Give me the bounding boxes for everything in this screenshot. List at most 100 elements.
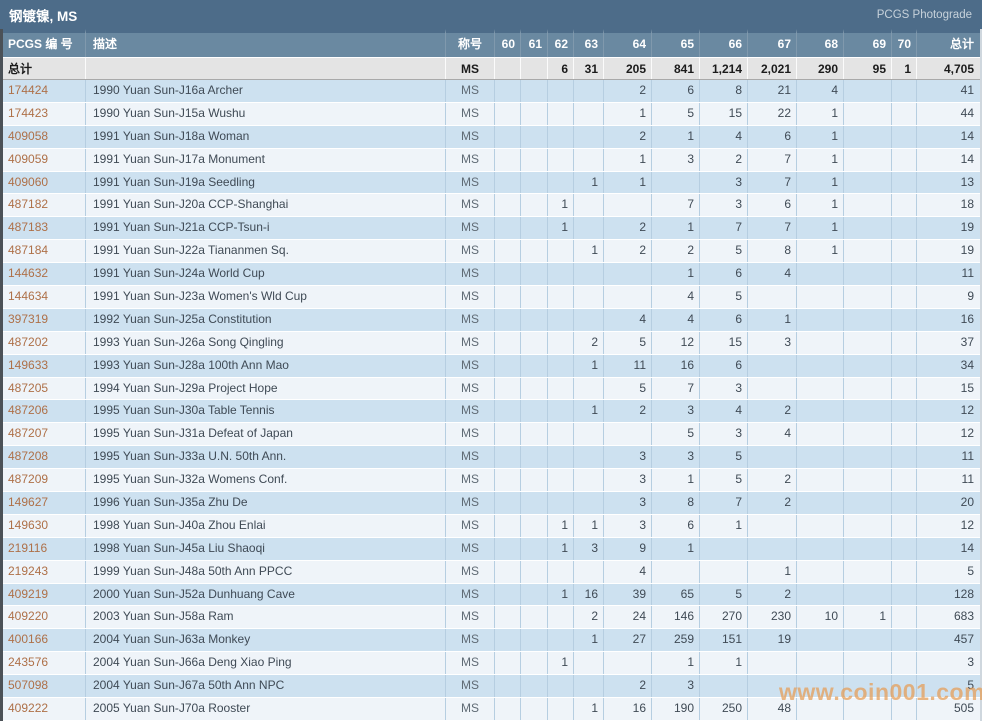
totals-desc-spacer xyxy=(85,57,445,79)
pop-total: 18 xyxy=(916,194,982,217)
pop-68 xyxy=(796,560,843,583)
pop-70 xyxy=(891,148,916,171)
pop-64: 27 xyxy=(603,629,651,652)
pcgs-number-link[interactable]: 409060 xyxy=(0,171,85,194)
coin-description: 2000 Yuan Sun-J52a Dunhuang Cave xyxy=(85,583,445,606)
pop-61 xyxy=(520,514,547,537)
pcgs-number-link[interactable]: 487205 xyxy=(0,377,85,400)
pop-69 xyxy=(843,263,891,286)
pop-68: 1 xyxy=(796,148,843,171)
totals-label: 总计 xyxy=(0,57,85,79)
pcgs-number-link[interactable]: 487182 xyxy=(0,194,85,217)
pop-61 xyxy=(520,80,547,102)
pcgs-number-link[interactable]: 174424 xyxy=(0,80,85,102)
pop-total: 14 xyxy=(916,148,982,171)
pop-total: 128 xyxy=(916,583,982,606)
pop-66: 8 xyxy=(699,80,747,102)
table-row: 144632 1991 Yuan Sun-J24a World Cup MS 1… xyxy=(0,263,982,287)
pop-67: 7 xyxy=(747,217,796,240)
pop-63: 3 xyxy=(573,537,603,560)
pop-60 xyxy=(494,446,520,469)
pop-70 xyxy=(891,354,916,377)
designation-value: MS xyxy=(445,560,494,583)
pop-69 xyxy=(843,308,891,331)
pop-61 xyxy=(520,492,547,514)
pop-68 xyxy=(796,446,843,469)
coin-description: 1995 Yuan Sun-J33a U.N. 50th Ann. xyxy=(85,446,445,469)
pop-63 xyxy=(573,560,603,583)
pcgs-number-link[interactable]: 409220 xyxy=(0,606,85,629)
totals-67: 2,021 xyxy=(747,57,796,79)
pcgs-number-link[interactable]: 487209 xyxy=(0,469,85,492)
col-header-69: 69 xyxy=(843,29,891,57)
pcgs-number-link[interactable]: 409058 xyxy=(0,125,85,148)
pop-66: 6 xyxy=(699,354,747,377)
coin-description: 1992 Yuan Sun-J25a Constitution xyxy=(85,308,445,331)
pcgs-number-link[interactable]: 400166 xyxy=(0,629,85,652)
pcgs-number-link[interactable]: 487183 xyxy=(0,217,85,240)
pop-61 xyxy=(520,446,547,469)
pop-66: 3 xyxy=(699,377,747,400)
pcgs-number-link[interactable]: 487206 xyxy=(0,400,85,423)
pcgs-number-link[interactable]: 219243 xyxy=(0,560,85,583)
pop-62 xyxy=(547,148,573,171)
pcgs-number-link[interactable]: 149630 xyxy=(0,514,85,537)
pop-67: 19 xyxy=(747,629,796,652)
pcgs-number-link[interactable]: 144632 xyxy=(0,263,85,286)
pcgs-number-link[interactable]: 487207 xyxy=(0,423,85,446)
pop-63 xyxy=(573,263,603,286)
pop-70 xyxy=(891,698,916,720)
pop-62: 1 xyxy=(547,537,573,560)
coin-description: 2005 Yuan Sun-J70a Rooster xyxy=(85,698,445,720)
pcgs-number-link[interactable]: 243576 xyxy=(0,652,85,675)
pcgs-number-link[interactable]: 409222 xyxy=(0,698,85,720)
designation-value: MS xyxy=(445,263,494,286)
pcgs-number-link[interactable]: 487208 xyxy=(0,446,85,469)
pcgs-number-link[interactable]: 409059 xyxy=(0,148,85,171)
pop-63: 1 xyxy=(573,400,603,423)
coin-description: 1991 Yuan Sun-J19a Seedling xyxy=(85,171,445,194)
pop-total: 12 xyxy=(916,423,982,446)
pop-64: 11 xyxy=(603,354,651,377)
pop-70 xyxy=(891,606,916,629)
pcgs-number-link[interactable]: 144634 xyxy=(0,286,85,308)
col-header-66: 66 xyxy=(699,29,747,57)
pop-69 xyxy=(843,469,891,492)
pcgs-number-link[interactable]: 149627 xyxy=(0,492,85,514)
pcgs-number-link[interactable]: 219116 xyxy=(0,537,85,560)
pop-65: 8 xyxy=(651,492,699,514)
pop-60 xyxy=(494,148,520,171)
pop-61 xyxy=(520,217,547,240)
pcgs-number-link[interactable]: 507098 xyxy=(0,675,85,698)
pop-67 xyxy=(747,286,796,308)
pop-60 xyxy=(494,652,520,675)
pop-67: 8 xyxy=(747,240,796,263)
designation-value: MS xyxy=(445,469,494,492)
coin-description: 1991 Yuan Sun-J22a Tiananmen Sq. xyxy=(85,240,445,263)
pop-67: 4 xyxy=(747,263,796,286)
pop-67: 1 xyxy=(747,560,796,583)
pcgs-number-link[interactable]: 409219 xyxy=(0,583,85,606)
pop-66: 7 xyxy=(699,217,747,240)
pop-70 xyxy=(891,652,916,675)
pcgs-number-link[interactable]: 174423 xyxy=(0,102,85,125)
pop-68: 1 xyxy=(796,194,843,217)
pop-68 xyxy=(796,263,843,286)
pcgs-number-link[interactable]: 149633 xyxy=(0,354,85,377)
col-header-pcgs-number: PCGS 编 号 xyxy=(0,29,85,57)
table-row: 149633 1993 Yuan Sun-J28a 100th Ann Mao … xyxy=(0,354,982,378)
table-row: 149630 1998 Yuan Sun-J40a Zhou Enlai MS … xyxy=(0,514,982,538)
pop-60 xyxy=(494,514,520,537)
pop-68 xyxy=(796,698,843,720)
pop-68 xyxy=(796,331,843,354)
pop-68: 1 xyxy=(796,125,843,148)
pop-63 xyxy=(573,446,603,469)
pop-62 xyxy=(547,263,573,286)
photograde-link[interactable]: PCGS Photograde xyxy=(876,8,972,21)
pop-60 xyxy=(494,537,520,560)
pcgs-number-link[interactable]: 487202 xyxy=(0,331,85,354)
pcgs-number-link[interactable]: 487184 xyxy=(0,240,85,263)
pop-64 xyxy=(603,263,651,286)
table-row: 487205 1994 Yuan Sun-J29a Project Hope M… xyxy=(0,377,982,401)
pcgs-number-link[interactable]: 397319 xyxy=(0,308,85,331)
